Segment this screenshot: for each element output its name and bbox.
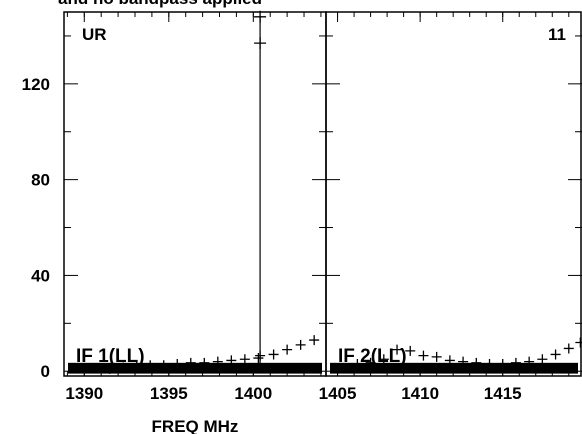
data-point (295, 339, 306, 350)
panel-2: 1405 1410 1415 11 IF 2(LL) (319, 11, 582, 403)
x-tick-label: 1405 (319, 384, 357, 403)
data-point (365, 357, 376, 368)
y-tick-label: 0 (41, 362, 50, 381)
panel-corner-label: UR (82, 25, 107, 44)
data-point (172, 359, 183, 370)
data-point (418, 350, 429, 361)
x-tick-label: 1395 (150, 384, 188, 403)
panel-frame (325, 11, 582, 377)
data-point (563, 343, 574, 354)
y-tick-label: 80 (31, 171, 50, 190)
data-point (510, 357, 521, 368)
data-point (550, 349, 561, 360)
data-point (309, 335, 320, 346)
x-axis-label: FREQ MHz (152, 417, 239, 434)
data-point (575, 337, 582, 348)
data-point (104, 363, 115, 374)
panel-1: 0 40 80 120 1390 1395 1400 UR IF 1(LL) FREQ MHz (22, 10, 327, 434)
data-point (537, 354, 548, 365)
y-tick-label: 40 (31, 266, 50, 285)
data-point (352, 359, 363, 370)
data-point (239, 354, 250, 365)
data-point (282, 344, 293, 355)
y-tick-label: 120 (22, 75, 50, 94)
data-point (444, 355, 455, 366)
data-point (497, 359, 508, 370)
data-point (405, 345, 416, 356)
if-label: IF 1(LL) (76, 346, 145, 367)
data-point (199, 357, 210, 368)
x-tick-label: 1415 (484, 384, 522, 403)
spike-marker (254, 10, 267, 23)
chart-header-text: and no bandpass applied (58, 0, 262, 8)
data-point (145, 360, 156, 371)
data-point (392, 344, 403, 355)
data-point (131, 361, 142, 372)
baseline-band (330, 362, 578, 374)
data-point (226, 355, 237, 366)
data-point (253, 353, 264, 364)
panel-corner-label: 11 (548, 25, 566, 44)
x-tick-label: 1390 (65, 384, 103, 403)
data-point (484, 359, 495, 370)
data-point (378, 354, 389, 365)
x-tick-label: 1400 (234, 384, 272, 403)
chart-panels: 0 40 80 120 1390 1395 1400 UR IF 1(LL) FREQ MHz 14… (22, 10, 582, 434)
data-point (158, 360, 169, 371)
if-label: IF 2(LL) (338, 346, 407, 367)
data-point (268, 349, 279, 360)
panel-frame (63, 11, 327, 377)
data-point (524, 356, 535, 367)
data-point (118, 362, 129, 373)
data-point (431, 351, 442, 362)
data-point (212, 356, 223, 367)
x-tick-label: 1410 (401, 384, 439, 403)
baseline-band (68, 362, 322, 374)
data-point (185, 357, 196, 368)
data-point (458, 356, 469, 367)
spike-marker (254, 37, 267, 50)
data-point (471, 357, 482, 368)
